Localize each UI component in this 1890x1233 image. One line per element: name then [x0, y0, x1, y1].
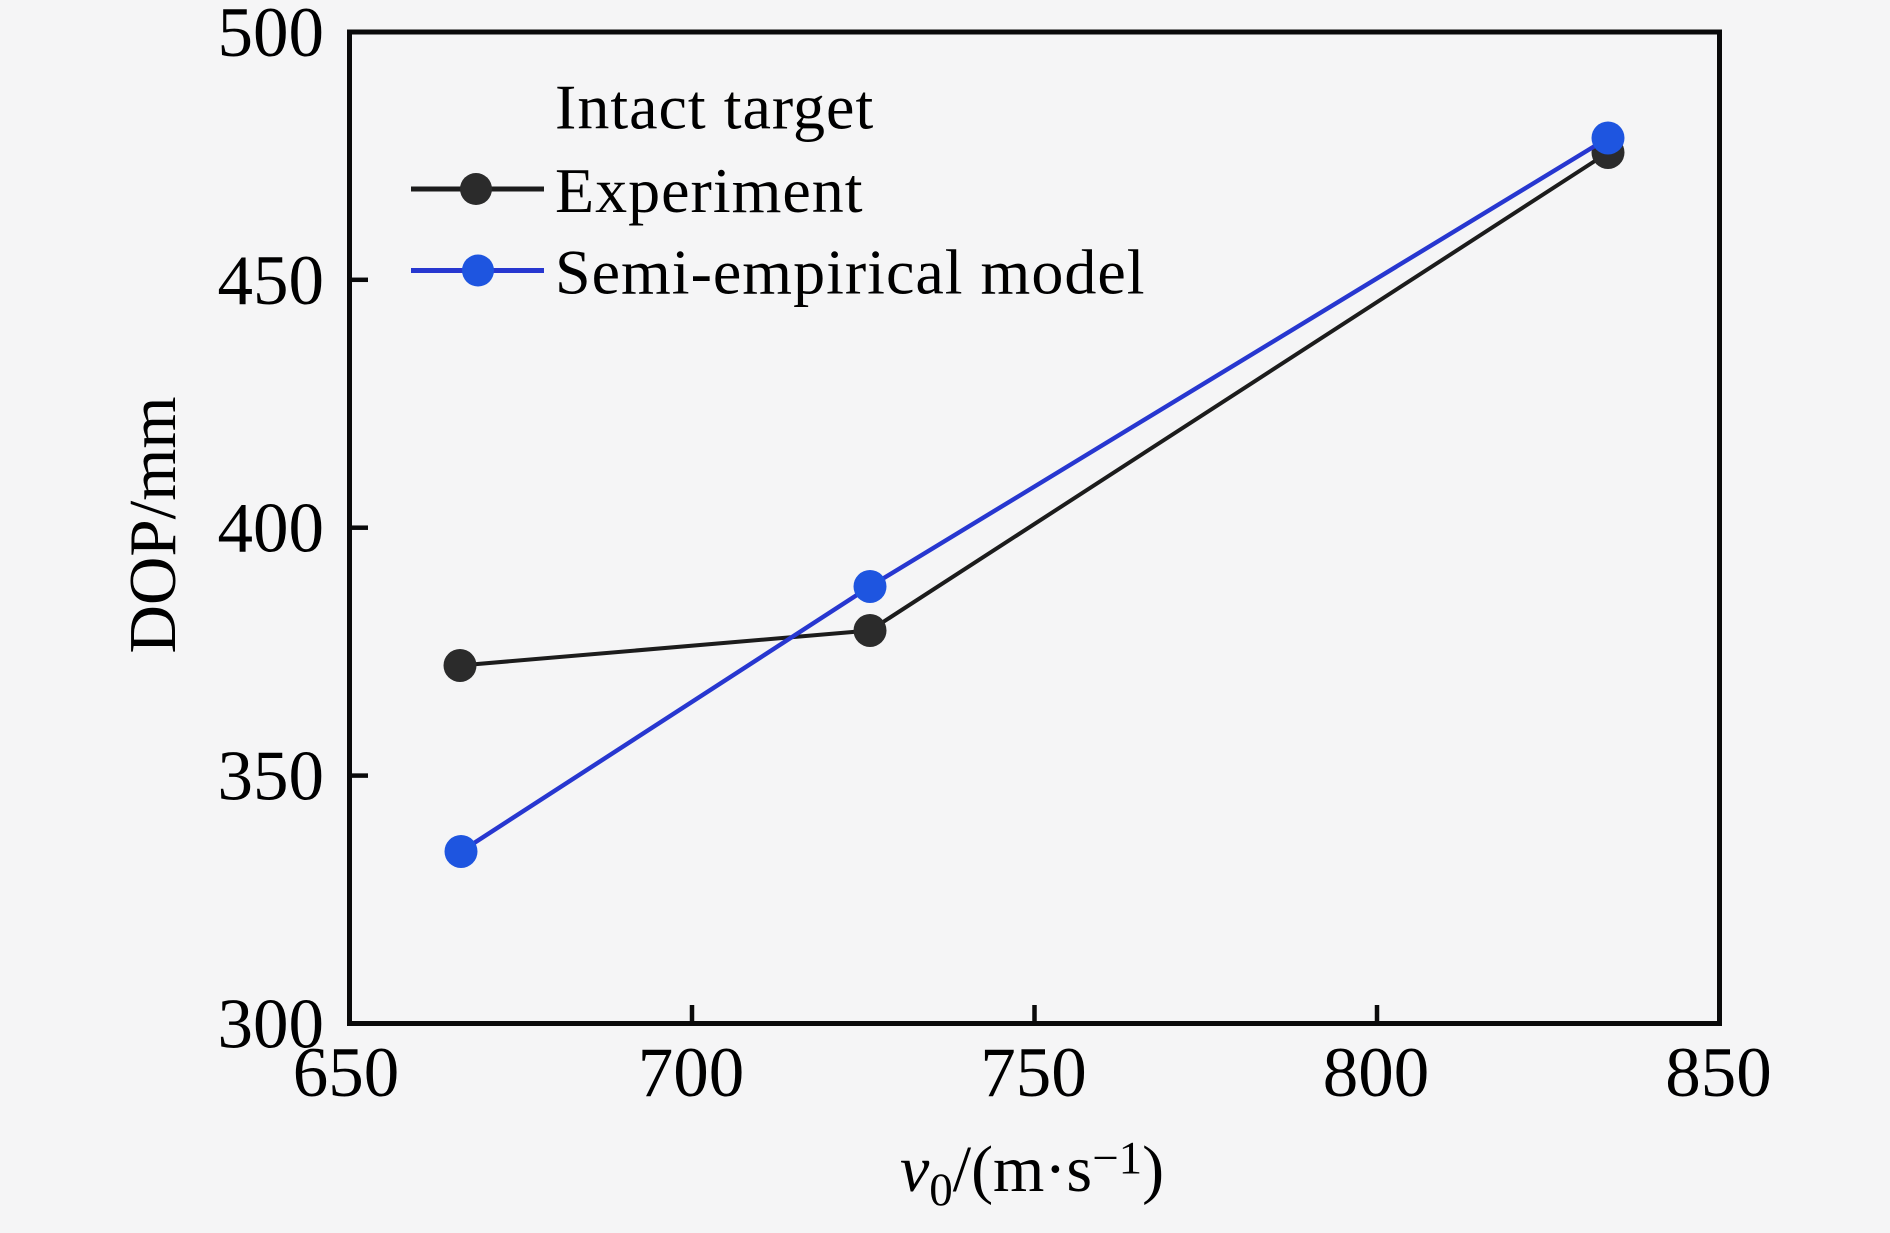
svg-text:400: 400	[218, 490, 325, 568]
svg-text:450: 450	[218, 242, 325, 320]
svg-text:800: 800	[1323, 1034, 1430, 1112]
svg-text:v0/(m·s−1): v0/(m·s−1)	[900, 1133, 1164, 1217]
svg-text:700: 700	[638, 1034, 745, 1112]
svg-text:Intact target: Intact target	[555, 72, 874, 143]
svg-text:850: 850	[1665, 1034, 1772, 1112]
svg-text:350: 350	[218, 738, 325, 816]
svg-text:500: 500	[218, 0, 325, 72]
svg-text:650: 650	[293, 1034, 400, 1112]
svg-text:750: 750	[980, 1034, 1087, 1112]
svg-text:300: 300	[218, 986, 325, 1064]
svg-text:Experiment: Experiment	[555, 155, 864, 226]
svg-text:Semi-empirical model: Semi-empirical model	[555, 237, 1146, 308]
svg-text:DOP/mm: DOP/mm	[116, 397, 190, 654]
